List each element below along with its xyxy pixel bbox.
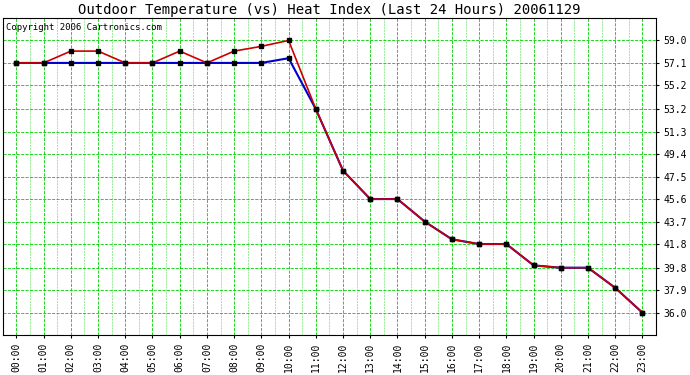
Text: Copyright 2006 Cartronics.com: Copyright 2006 Cartronics.com: [6, 23, 162, 32]
Title: Outdoor Temperature (vs) Heat Index (Last 24 Hours) 20061129: Outdoor Temperature (vs) Heat Index (Las…: [78, 3, 581, 17]
